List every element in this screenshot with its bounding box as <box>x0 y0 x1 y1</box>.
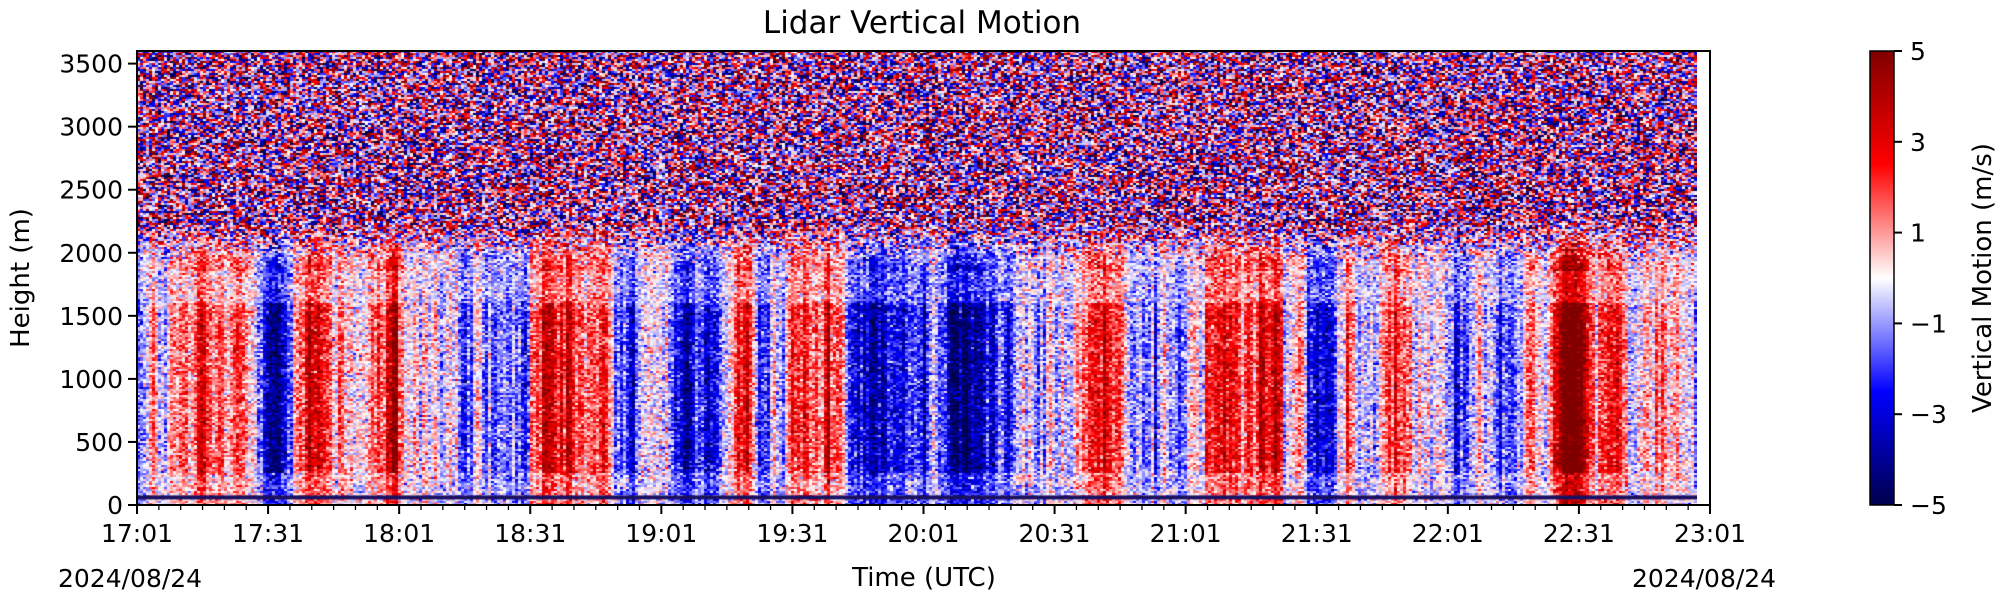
x-end-date: 2024/08/24 <box>1632 564 1776 593</box>
colorbar <box>1869 50 1895 506</box>
x-tick-label: 22:31 <box>1543 519 1615 548</box>
y-tick-label: 3500 <box>59 50 123 79</box>
y-tick-label: 0 <box>107 491 123 520</box>
x-tick-label: 20:01 <box>887 519 959 548</box>
x-axis-label: Time (UTC) <box>851 563 996 593</box>
y-tick-label: 2000 <box>59 239 123 268</box>
x-tick-label: 21:01 <box>1150 519 1222 548</box>
y-tick-label: 2500 <box>59 176 123 205</box>
colorbar-tick-label: −3 <box>1910 400 1947 429</box>
colorbar-tick-label: −1 <box>1910 309 1947 338</box>
y-axis-label: Height (m) <box>6 208 36 348</box>
y-axis: 0 500 1000 1500 2000 2500 3000 3500 <box>59 50 137 520</box>
colorbar-label: Vertical Motion (m/s) <box>1968 143 1998 413</box>
x-tick-label: 18:31 <box>494 519 566 548</box>
colorbar-tick-label: 5 <box>1910 37 1926 66</box>
x-tick-label: 23:01 <box>1674 519 1746 548</box>
chart-title: Lidar Vertical Motion <box>763 5 1081 41</box>
colorbar-tick-label: 1 <box>1910 219 1926 248</box>
y-tick-label: 3000 <box>59 113 123 142</box>
y-tick-label: 1500 <box>59 302 123 331</box>
x-axis: 17:01 17:31 18:01 18:31 19:01 19:31 20:01 20:31… <box>101 505 1746 548</box>
x-tick-label: 17:01 <box>101 519 173 548</box>
colorbar-tick-label: 3 <box>1910 128 1926 157</box>
colorbar-tick-label: −5 <box>1910 491 1947 520</box>
y-tick-label: 1000 <box>59 365 123 394</box>
x-tick-label: 21:31 <box>1281 519 1353 548</box>
x-tick-label: 18:01 <box>363 519 435 548</box>
x-start-date: 2024/08/24 <box>58 564 202 593</box>
x-tick-label: 17:31 <box>232 519 304 548</box>
x-tick-label: 22:01 <box>1412 519 1484 548</box>
x-tick-label: 20:31 <box>1019 519 1091 548</box>
x-tick-label: 19:31 <box>756 519 828 548</box>
colorbar-ticks: 5 3 1 −1 −3 −5 <box>1894 37 1947 520</box>
heatmap-area <box>137 51 1697 505</box>
y-tick-label: 500 <box>75 428 123 457</box>
x-tick-label: 19:01 <box>625 519 697 548</box>
